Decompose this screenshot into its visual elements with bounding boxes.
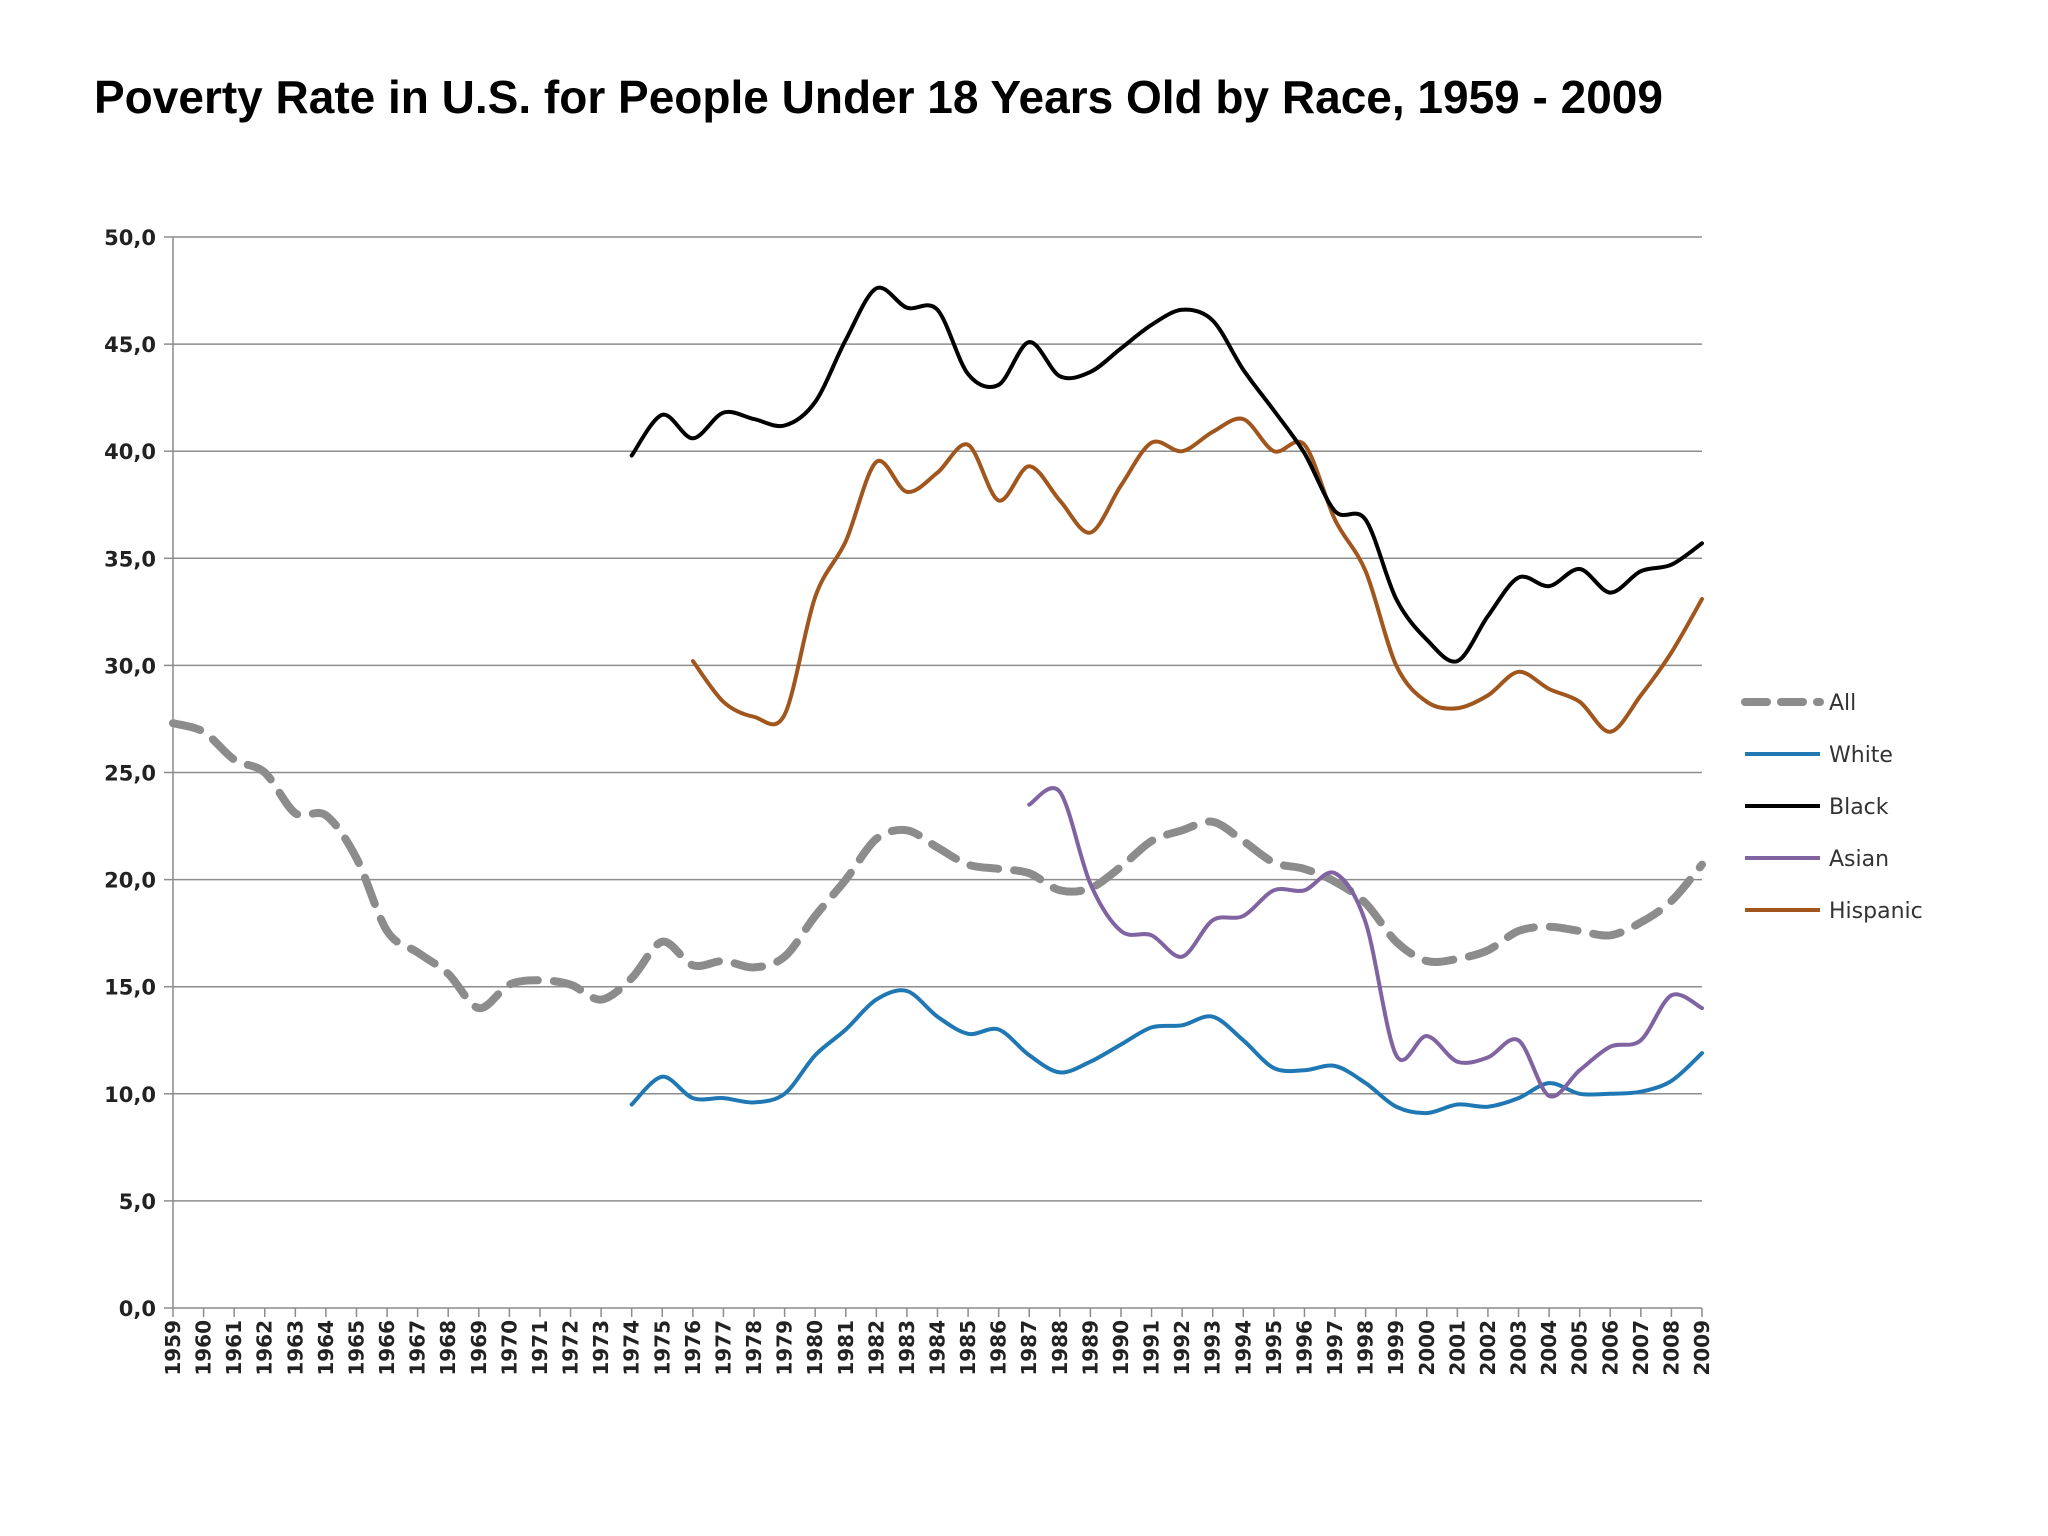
x-tick-label: 1982 (864, 1320, 888, 1376)
x-tick-label: 2008 (1659, 1320, 1683, 1376)
legend-label-all: All (1829, 691, 1856, 716)
x-tick-label: 1961 (222, 1320, 246, 1376)
x-tick-label: 2004 (1537, 1320, 1561, 1376)
x-tick-label: 1990 (1109, 1320, 1133, 1376)
x-tick-label: 1960 (192, 1320, 216, 1376)
x-tick-label: 2005 (1568, 1320, 1592, 1376)
x-tick-label: 1969 (467, 1320, 491, 1376)
x-tick-label: 1973 (589, 1320, 613, 1376)
x-tick-label: 1959 (161, 1320, 185, 1376)
y-axis-ticks: 0,0 5,0 10,0 15,0 20,0 25,0 30,0 35,0 40,0 45,0 50… (104, 226, 156, 1321)
x-tick-label: 1989 (1078, 1320, 1102, 1376)
y-tick-label: 45,0 (104, 333, 156, 357)
y-tick-label: 15,0 (104, 976, 156, 1000)
series-lines (169, 285, 1706, 1116)
x-tick-label: 1964 (314, 1320, 338, 1376)
axes (164, 236, 1703, 1317)
legend-label-asian: Asian (1829, 847, 1889, 872)
x-tick-label: 1971 (528, 1320, 552, 1376)
x-tick-label: 1980 (803, 1320, 827, 1376)
x-tick-label: 1985 (956, 1320, 980, 1376)
x-tick-label: 1987 (1017, 1320, 1041, 1376)
x-tick-label: 2003 (1507, 1320, 1531, 1376)
x-tick-label: 1977 (711, 1320, 735, 1376)
legend-label-white: White (1829, 743, 1893, 768)
x-axis-ticks: 1959 1960 1961 1962 1963 1964 1965 1966 1967 1968… (161, 1320, 1714, 1376)
x-tick-label: 1968 (436, 1320, 460, 1376)
x-tick-label: 1994 (1231, 1320, 1255, 1376)
x-tick-label: 2009 (1690, 1320, 1714, 1376)
x-tick-label: 1967 (406, 1320, 430, 1376)
x-tick-label: 1965 (344, 1320, 368, 1376)
series-line-asian (1027, 786, 1704, 1099)
x-tick-label: 1991 (1140, 1320, 1164, 1376)
series-line-hispanic (690, 416, 1704, 734)
x-tick-label: 1995 (1262, 1320, 1286, 1376)
y-tick-label: 10,0 (104, 1083, 156, 1107)
x-tick-label: 1976 (681, 1320, 705, 1376)
legend: All White Black Asian Hispanic (1741, 691, 1923, 924)
series-line-black (629, 285, 1704, 664)
y-tick-label: 50,0 (104, 226, 156, 250)
x-tick-label: 1997 (1323, 1320, 1347, 1376)
x-tick-label: 1962 (253, 1320, 277, 1376)
y-tick-label: 0,0 (119, 1297, 156, 1321)
x-tick-label: 1970 (497, 1320, 521, 1376)
series-line-all (169, 719, 1706, 1013)
x-tick-label: 1993 (1201, 1320, 1225, 1376)
y-tick-label: 40,0 (104, 440, 156, 464)
x-tick-label: 1972 (559, 1320, 583, 1376)
x-tick-label: 1966 (375, 1320, 399, 1376)
x-tick-label: 1992 (1170, 1320, 1194, 1376)
x-tick-label: 1998 (1354, 1320, 1378, 1376)
x-tick-label: 1979 (773, 1320, 797, 1376)
y-tick-label: 5,0 (119, 1190, 156, 1214)
x-tick-label: 1984 (926, 1320, 950, 1376)
x-tick-label: 1983 (895, 1320, 919, 1376)
legend-label-black: Black (1829, 795, 1889, 820)
gridlines (173, 236, 1702, 1202)
x-tick-label: 2007 (1629, 1320, 1653, 1376)
x-tick-label: 1974 (620, 1320, 644, 1376)
y-tick-label: 20,0 (104, 869, 156, 893)
chart-title: Poverty Rate in U.S. for People Under 18… (94, 71, 1663, 123)
x-tick-label: 1988 (1048, 1320, 1072, 1376)
series-line-white (629, 988, 1704, 1116)
x-tick-label: 1999 (1384, 1320, 1408, 1376)
x-tick-label: 1975 (650, 1320, 674, 1376)
x-tick-label: 1981 (834, 1320, 858, 1376)
x-tick-label: 2002 (1476, 1320, 1500, 1376)
x-tick-label: 1978 (742, 1320, 766, 1376)
x-tick-label: 2001 (1445, 1320, 1469, 1376)
x-tick-label: 1986 (987, 1320, 1011, 1376)
x-tick-label: 2006 (1598, 1320, 1622, 1376)
y-tick-label: 35,0 (104, 547, 156, 571)
legend-label-hispanic: Hispanic (1829, 899, 1923, 924)
x-tick-label: 1963 (283, 1320, 307, 1376)
x-tick-label: 1996 (1292, 1320, 1316, 1376)
x-tick-label: 2000 (1415, 1320, 1439, 1376)
y-tick-label: 30,0 (104, 654, 156, 678)
y-tick-label: 25,0 (104, 762, 156, 786)
